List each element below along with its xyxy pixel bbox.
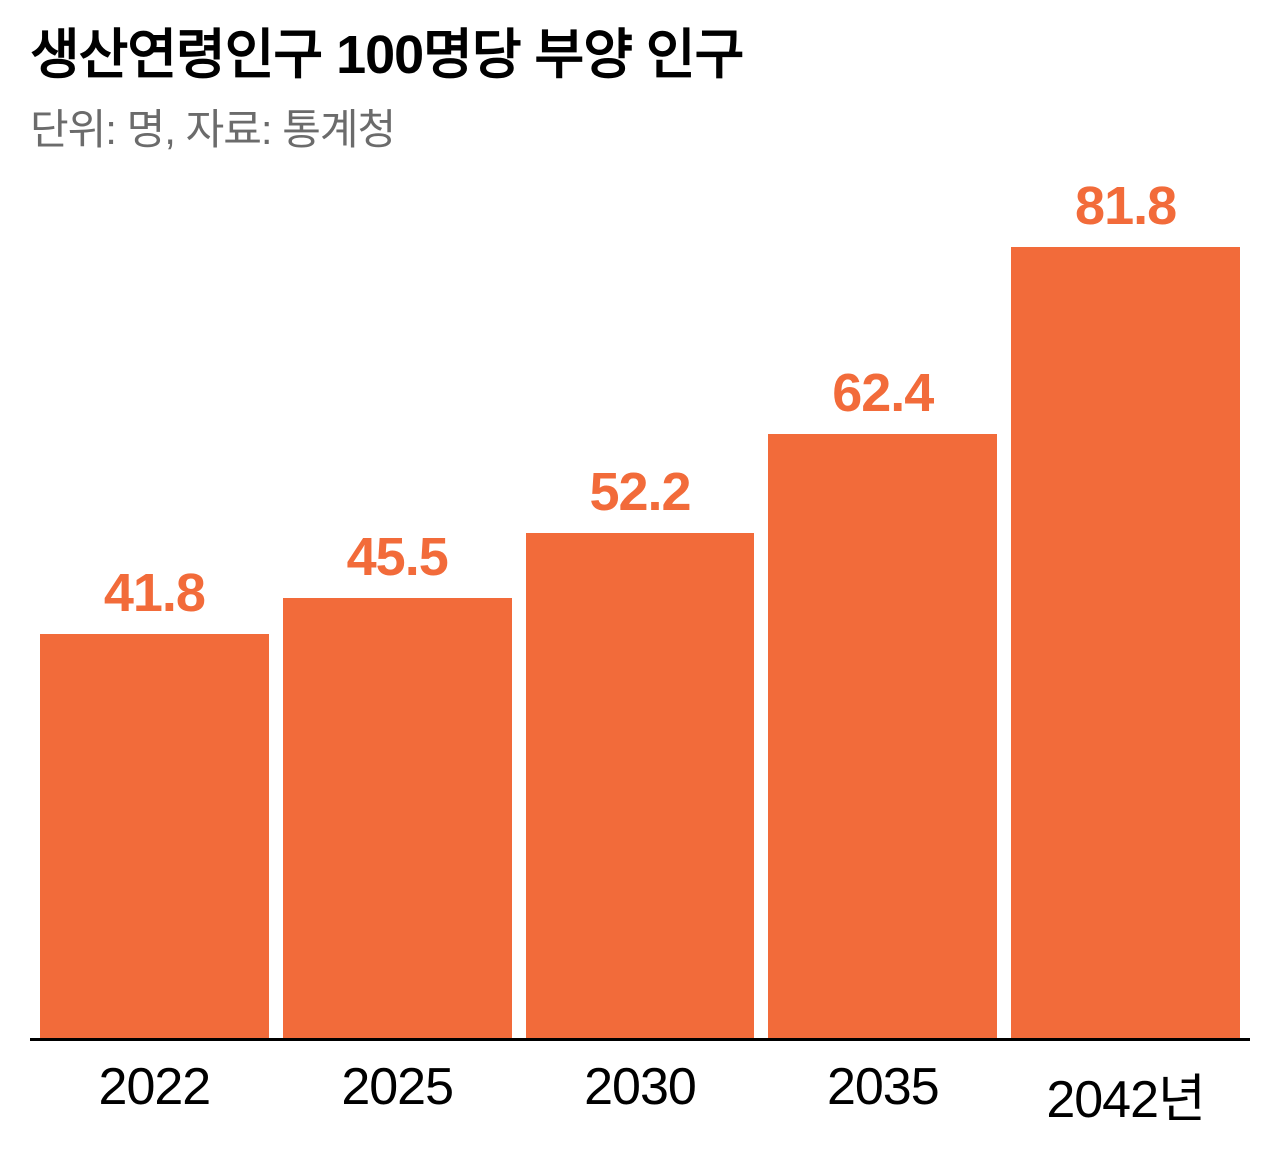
x-axis-label: 2042년: [1011, 1057, 1240, 1132]
chart-title: 생산연령인구 100명당 부양 인구: [30, 20, 1250, 90]
chart-header: 생산연령인구 100명당 부양 인구 단위: 명, 자료: 통계청: [30, 20, 1250, 157]
bar-column: 52.2: [526, 167, 755, 1038]
x-axis-label: 2022: [40, 1057, 269, 1132]
x-axis: 2022 2025 2030 2035 2042년: [30, 1057, 1250, 1132]
bar-value-label: 41.8: [104, 562, 205, 624]
bar-value-label: 52.2: [589, 461, 690, 523]
bar-value-label: 45.5: [347, 526, 448, 588]
bar-column: 62.4: [768, 167, 997, 1038]
bar: [1011, 247, 1240, 1038]
x-axis-label: 2035: [768, 1057, 997, 1132]
bar: [283, 598, 512, 1038]
bar: [768, 434, 997, 1038]
bar-value-label: 62.4: [832, 362, 933, 424]
bar-value-label: 81.8: [1075, 175, 1176, 237]
x-axis-label: 2030: [526, 1057, 755, 1132]
bar-column: 41.8: [40, 167, 269, 1038]
chart-subtitle: 단위: 명, 자료: 통계청: [30, 96, 1250, 157]
bar: [40, 634, 269, 1038]
bar: [526, 533, 755, 1038]
bar-column: 45.5: [283, 167, 512, 1038]
bar-column: 81.8: [1011, 167, 1240, 1038]
x-axis-label: 2025: [283, 1057, 512, 1132]
plot-area: 41.8 45.5 52.2 62.4 81.8: [30, 167, 1250, 1041]
chart-area: 41.8 45.5 52.2 62.4 81.8 2022 2025 2030 …: [30, 167, 1250, 1132]
